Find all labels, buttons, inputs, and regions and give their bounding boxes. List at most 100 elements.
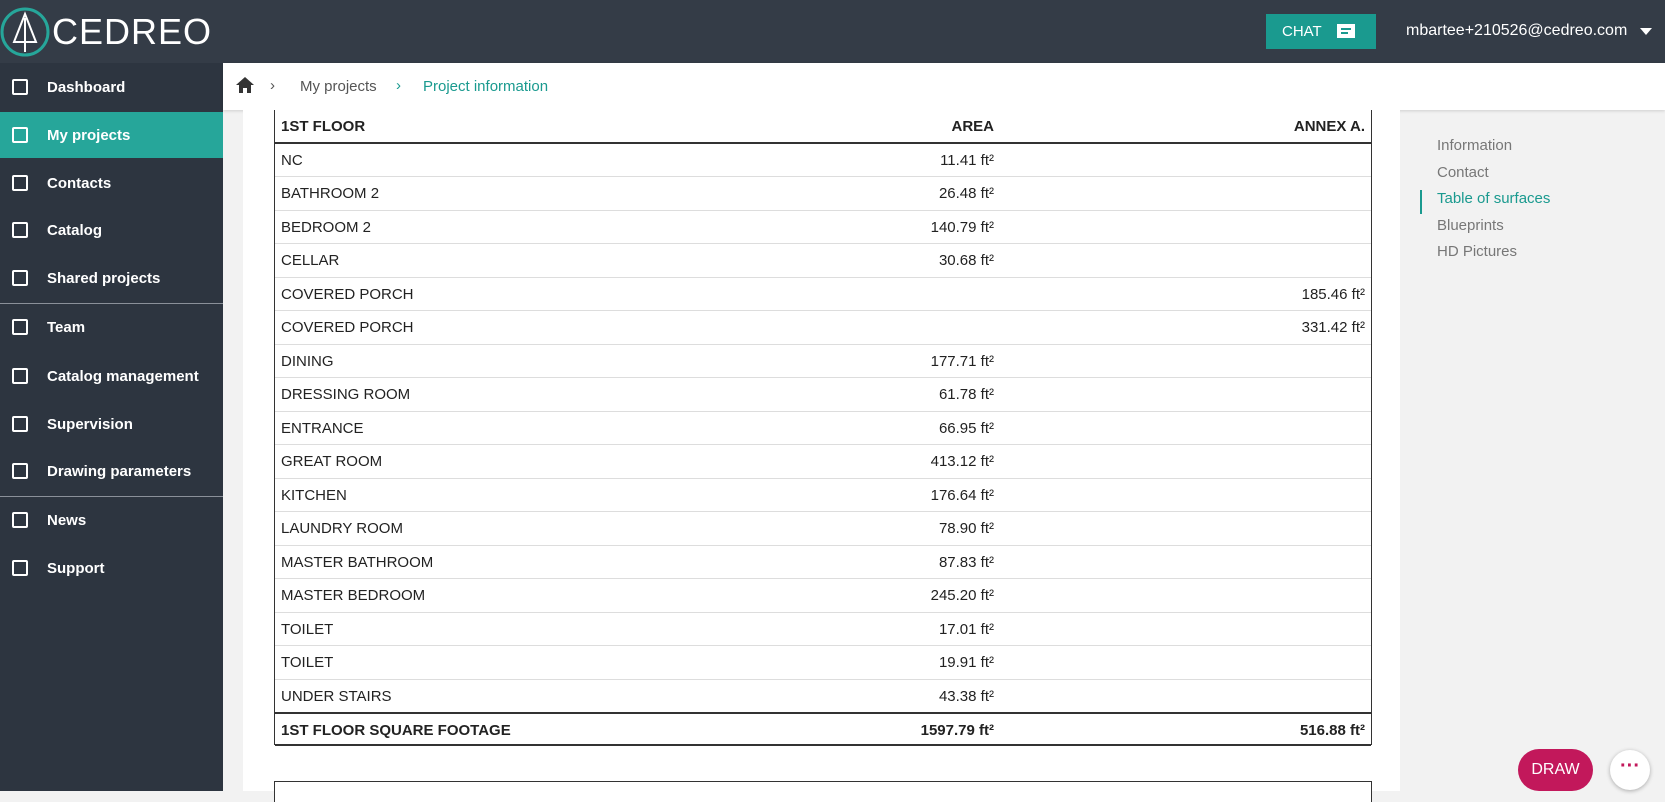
logo-text: CEDREO xyxy=(52,11,213,52)
home-icon[interactable] xyxy=(235,76,255,94)
sidebar-item[interactable]: Shared projects xyxy=(0,255,223,301)
logo-icon xyxy=(0,7,50,57)
crumb-link[interactable]: My projects xyxy=(300,78,377,95)
table-cell: 245.20 ft² xyxy=(930,587,994,604)
table-row: BATHROOM 2 26.48 ft² xyxy=(275,177,1371,211)
table-cell: 176.64 ft² xyxy=(930,486,994,504)
sidebar-item[interactable]: Supervision xyxy=(0,401,223,447)
table-cell: ANNEX A. xyxy=(1293,118,1365,135)
toc-link[interactable]: Table of surfaces xyxy=(1437,190,1551,207)
table-cell: DRESSING ROOM xyxy=(281,386,411,403)
sidebar-label: Catalog xyxy=(47,221,103,239)
table-cell: BATHROOM 2 xyxy=(281,185,380,202)
table-cell: KITCHEN xyxy=(281,486,347,504)
breadcrumb: › My projects › Project information xyxy=(223,63,1665,110)
sidebar-icon xyxy=(12,222,28,238)
chat-button[interactable]: CHAT xyxy=(1266,14,1376,49)
toc-indicator xyxy=(1420,190,1422,214)
table-row: ENTRANCE 66.95 ft² xyxy=(275,412,1371,445)
sidebar: Dashboard My projects Contacts Catalog Share… xyxy=(0,63,223,791)
table-cell: UNDER STAIRS xyxy=(281,687,392,705)
sidebar-item[interactable]: Catalog management xyxy=(0,353,223,399)
table-cell: 61.78 ft² xyxy=(938,386,994,403)
sidebar-item[interactable]: Team xyxy=(0,304,223,350)
table-cell: 1ST FLOOR SQUARE FOOTAGE xyxy=(281,722,511,739)
table-row: NC 11.41 ft² xyxy=(275,144,1371,177)
dropdown-arrow[interactable] xyxy=(1640,28,1652,36)
sidebar-item[interactable]: Dashboard xyxy=(0,64,223,110)
table-row: GREAT ROOM 413.12 ft² xyxy=(275,445,1371,479)
table-row: KITCHEN 176.64 ft² xyxy=(275,479,1371,512)
top-bar: CEDREO CHAT mbartee+210526@cedreo.com xyxy=(0,0,1665,63)
sidebar-divider xyxy=(0,496,223,497)
table-row: DRESSING ROOM 61.78 ft² xyxy=(275,378,1371,412)
table-cell: BEDROOM 2 xyxy=(281,218,372,236)
table-cell: DINING xyxy=(281,352,334,370)
sidebar-item[interactable]: Catalog xyxy=(0,207,223,253)
sidebar-item[interactable]: Drawing parameters xyxy=(0,448,223,494)
table-cell: 140.79 ft² xyxy=(930,218,994,236)
chat-icon xyxy=(1336,23,1355,38)
toc-link[interactable]: Information xyxy=(1437,137,1513,154)
sidebar-divider xyxy=(0,303,223,304)
draw-button[interactable]: DRAW xyxy=(1518,749,1593,791)
sidebar-icon xyxy=(12,175,28,191)
table-cell: TOILET xyxy=(281,620,334,638)
surface-table: 1ST FLOOR AREA ANNEX A. NC 11.41 ft² BATHROOM… xyxy=(274,110,1372,746)
toc-link[interactable]: HD Pictures xyxy=(1437,243,1518,260)
table-cell: 78.90 ft² xyxy=(938,520,994,537)
table-row: LAUNDRY ROOM 78.90 ft² xyxy=(275,512,1371,546)
sidebar-icon xyxy=(12,79,28,95)
sidebar-label: Supervision xyxy=(47,415,133,433)
table-cell: CELLAR xyxy=(281,252,340,269)
table-cell: 1597.79 ft² xyxy=(920,722,994,739)
sidebar-label: Shared projects xyxy=(47,269,161,287)
table-footer: 1ST FLOOR SQUARE FOOTAGE 1597.79 ft² 516.8… xyxy=(275,712,1371,746)
table-row: MASTER BATHROOM 87.83 ft² xyxy=(275,546,1371,579)
sidebar-item[interactable]: My projects xyxy=(0,112,223,158)
table-header: 1ST FLOOR AREA ANNEX A. xyxy=(275,110,1371,144)
table-cell: 1ST FLOOR xyxy=(281,118,366,135)
sidebar-label: My projects xyxy=(47,126,131,144)
table-cell: 26.48 ft² xyxy=(938,185,994,202)
table-cell: 43.38 ft² xyxy=(938,687,994,705)
sidebar-icon xyxy=(12,463,28,479)
sidebar-icon xyxy=(12,127,28,143)
table-row: UNDER STAIRS 43.38 ft² xyxy=(275,680,1371,713)
table-row: TOILET 17.01 ft² xyxy=(275,613,1371,646)
toc-link[interactable]: Blueprints xyxy=(1437,216,1504,234)
table-cell: 331.42 ft² xyxy=(1301,319,1365,336)
content-panel xyxy=(243,110,1400,791)
user-menu[interactable]: mbartee+210526@cedreo.com xyxy=(1406,22,1628,39)
table-row: CELLAR 30.68 ft² xyxy=(275,244,1371,278)
sidebar-icon xyxy=(12,319,28,335)
table-row: COVERED PORCH 331.42 ft² xyxy=(275,311,1371,345)
toc-link[interactable]: Contact xyxy=(1437,163,1489,181)
table-cell: TOILET xyxy=(281,654,334,671)
sidebar-label: Support xyxy=(47,559,105,577)
table-cell: 30.68 ft² xyxy=(938,252,994,269)
sidebar-item[interactable]: News xyxy=(0,497,223,543)
sidebar-label: News xyxy=(47,511,87,529)
table-row: COVERED PORCH 185.46 ft² xyxy=(275,278,1371,311)
table-cell: NC xyxy=(281,151,303,169)
table-cell: LAUNDRY ROOM xyxy=(281,520,403,537)
table-cell: 185.46 ft² xyxy=(1301,285,1365,303)
table-cell: MASTER BEDROOM xyxy=(281,587,426,604)
table-row: BEDROOM 2 140.79 ft² xyxy=(275,211,1371,244)
sidebar-label: Drawing parameters xyxy=(47,462,192,480)
sidebar-item[interactable]: Support xyxy=(0,545,223,591)
sidebar-icon xyxy=(12,368,28,384)
next-table xyxy=(274,781,1372,802)
sidebar-icon xyxy=(12,270,28,286)
table-cell: 11.41 ft² xyxy=(940,151,994,169)
table-cell: 516.88 ft² xyxy=(1299,722,1365,739)
crumb-current: Project information xyxy=(423,78,549,95)
table-cell: 17.01 ft² xyxy=(938,620,994,638)
sidebar-label: Team xyxy=(47,318,86,336)
table-cell: 19.91 ft² xyxy=(938,654,994,671)
sidebar-item[interactable]: Contacts xyxy=(0,160,223,206)
more-button[interactable]: ··· xyxy=(1610,750,1650,790)
sidebar-label: Contacts xyxy=(47,174,112,192)
